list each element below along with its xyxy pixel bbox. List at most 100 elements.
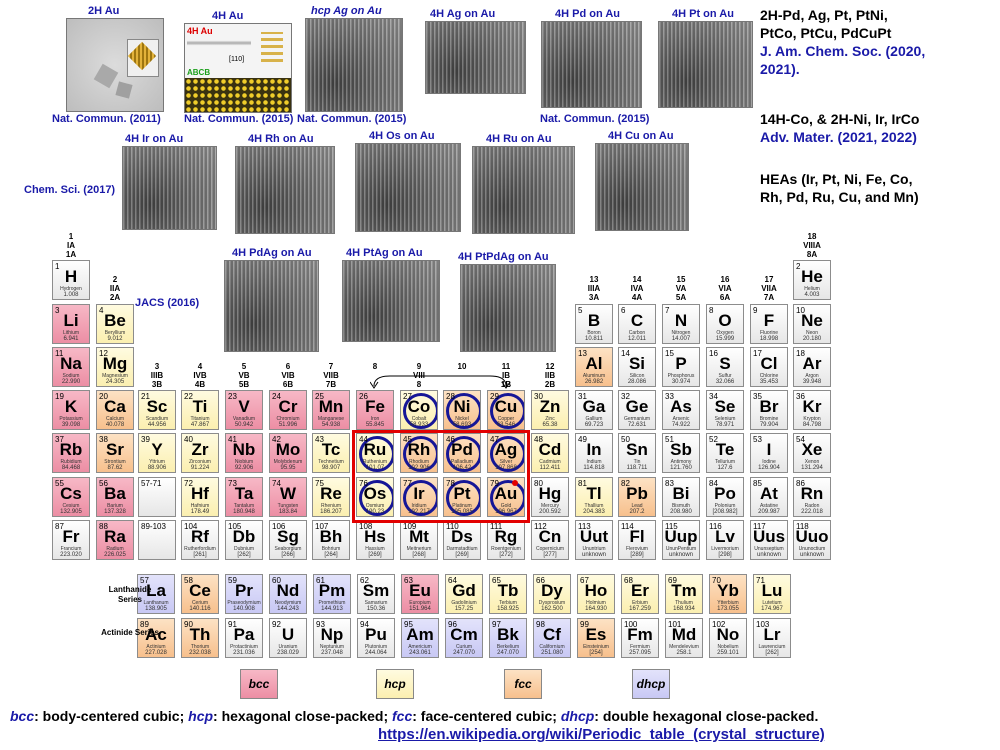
atomic-mass: [268]	[412, 552, 426, 558]
element-cell-cr: 24 Cr Chromium 51.996	[269, 390, 307, 430]
atomic-mass: 137.328	[104, 509, 126, 515]
element-name: Radon	[804, 503, 820, 509]
atomic-number: 37	[55, 435, 64, 444]
element-symbol: Uup	[664, 527, 698, 546]
element-cell-np: 93 Np Neptunium 237.048	[313, 618, 351, 658]
element-symbol: Np	[320, 625, 344, 644]
atomic-mass: 258.1	[676, 650, 692, 656]
element-symbol: Xe	[801, 440, 823, 459]
element-symbol: Md	[671, 625, 697, 644]
tem-image-4h-ru	[472, 146, 575, 234]
atomic-mass: 107.868	[495, 465, 517, 471]
element-name: Einsteinium	[583, 644, 609, 650]
atomic-mass: 58.693	[452, 422, 472, 428]
atomic-number: 85	[753, 479, 762, 488]
def-text-bcc: : body-centered cubic;	[34, 708, 189, 724]
element-name: Indium	[586, 459, 602, 465]
source-link[interactable]: https://en.wikipedia.org/wiki/Periodic_t…	[378, 726, 825, 743]
element-cell-hf: 72 Hf Hafnium 178.49	[181, 477, 219, 517]
element-symbol: Ca	[104, 397, 126, 416]
element-symbol: V	[238, 397, 250, 416]
element-cell-te: 52 Te Tellurium 127.6	[706, 433, 744, 473]
element-symbol: Pu	[365, 625, 387, 644]
element-cell-dy: 66 Dy Dysprosium 162.500	[533, 574, 571, 614]
atomic-number: 20	[99, 392, 108, 401]
element-symbol: Pm	[318, 581, 346, 600]
element-cell-fe: 26 Fe Iron 55.845	[356, 390, 394, 430]
group-header-8: 8	[356, 362, 394, 371]
atomic-number: 43	[315, 435, 324, 444]
element-symbol: Li	[63, 311, 79, 330]
ref-4h-pdag: JACS (2016)	[135, 297, 200, 309]
atomic-number: 98	[536, 620, 545, 629]
atomic-mass: 237.048	[321, 650, 343, 656]
group-header-line: 5A	[675, 293, 687, 302]
atomic-mass: [208.982]	[712, 509, 738, 515]
atomic-mass: 88.906	[147, 465, 167, 471]
element-symbol: Lu	[761, 581, 783, 600]
tem-image-4h-pd	[541, 21, 642, 108]
right-text-line-2: PtCo, PtCu, PdCuPt	[760, 25, 892, 41]
right-text-ref-1: J. Am. Chem. Soc. (2020,	[760, 43, 926, 59]
atomic-number: 112	[534, 522, 547, 531]
atomic-mass: 18.998	[759, 336, 779, 342]
element-cell-ag: 47 Ag Silver 107.868	[487, 433, 525, 473]
element-symbol: H	[64, 267, 78, 286]
element-name: Cesium	[62, 503, 80, 509]
element-name: Californium	[539, 644, 565, 650]
atomic-number: 26	[359, 392, 368, 401]
element-cell-uus: 117 Uus Ununseptium unknown	[750, 520, 788, 560]
element-symbol: Tm	[671, 581, 697, 600]
element-cell-ga: 31 Ga Gallium 69.723	[575, 390, 613, 430]
group-header-line: VIA	[718, 284, 732, 293]
element-cell-hs: 108 Hs Hassium [269]	[356, 520, 394, 560]
element-cell-ra: 88 Ra Radium 226.025	[96, 520, 134, 560]
right-text-ref-3: Adv. Mater. (2021, 2022)	[760, 129, 917, 145]
element-symbol: Rg	[494, 527, 518, 546]
group-header-line: VIB	[281, 371, 295, 380]
atomic-mass: 157.25	[454, 606, 474, 612]
tem-label-4h-pdag: 4H PdAg on Au	[232, 247, 312, 259]
def-text-hcp: : hexagonal close-packed;	[213, 708, 392, 724]
element-symbol: Ho	[584, 581, 608, 600]
element-name: Silver	[499, 459, 513, 465]
element-cell-md: 101 Md Mendelevium 258.1	[665, 618, 703, 658]
element-name: Neodymium	[274, 600, 302, 606]
legend-bcc: bcc	[240, 669, 278, 699]
element-cell-ds: 110 Ds Darmstadtium [269]	[443, 520, 481, 560]
element-cell-tb: 65 Tb Terbium 158.925	[489, 574, 527, 614]
element-name: Hafnium	[190, 503, 210, 509]
element-cell-la: 57 La Lanthanum 138.905	[137, 574, 175, 614]
highlight-ring	[403, 480, 437, 516]
atomic-mass: unknown	[799, 552, 825, 558]
highlight-ring	[490, 480, 524, 516]
element-cell-b: 5 B Boron 10.811	[575, 304, 613, 344]
atomic-number: 77	[403, 479, 412, 488]
element-cell-cf: 98 Cf Californium 251.080	[533, 618, 571, 658]
atomic-number: 19	[55, 392, 64, 401]
atomic-number: 73	[228, 479, 237, 488]
tem-label-2h-au: 2H Au	[88, 5, 120, 17]
group-header-17: 17 VIIA 7A	[750, 275, 788, 302]
element-cell-u: 92 U Uranium 238.029	[269, 618, 307, 658]
atomic-number: 2	[796, 262, 801, 271]
element-cell-li: 3 Li Lithium 6.941	[52, 304, 90, 344]
group-header-line: IB	[502, 371, 510, 380]
atomic-number: 41	[228, 435, 237, 444]
atomic-mass: 4.003	[804, 292, 820, 298]
element-name: Manganese	[317, 416, 345, 422]
group-header-line: IIIA	[587, 284, 601, 293]
element-cell-ir: 77 Ir Iridium 192.217	[400, 477, 438, 517]
atomic-mass: 10.811	[585, 336, 603, 342]
element-name: Scandium	[145, 416, 169, 422]
element-name: Holmium	[586, 600, 606, 606]
atomic-number: 49	[578, 435, 587, 444]
atomic-mass: 138.905	[145, 606, 167, 612]
atomic-mass: 91.224	[190, 465, 210, 471]
atomic-mass: 32.066	[715, 379, 735, 385]
atomic-number: 27	[403, 392, 412, 401]
atomic-mass: [264]	[324, 552, 338, 558]
group-header-line: 9	[416, 362, 422, 371]
atomic-number: 116	[709, 522, 722, 531]
element-cell-tc: 43 Tc Technetium 98.907	[312, 433, 350, 473]
